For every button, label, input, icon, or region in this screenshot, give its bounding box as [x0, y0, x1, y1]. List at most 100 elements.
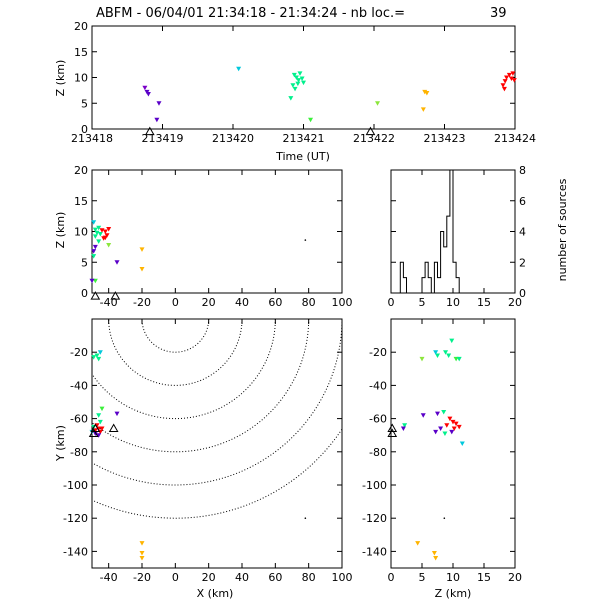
x-tick-label: -40 — [100, 571, 118, 584]
source-point — [441, 409, 447, 415]
x-tick-label: 0 — [172, 296, 179, 309]
source-point — [500, 83, 506, 88]
panel-x-y: -40 -20 0 20 40 60 80 100 -140 -120 -100 -80 -60 -40 -… — [54, 318, 353, 600]
x-axis-label: Time (UT) — [275, 150, 330, 163]
y-tick-label: 0 — [81, 287, 88, 300]
source-point — [106, 243, 112, 248]
x-tick-label: 15 — [477, 296, 491, 309]
station-marker — [90, 423, 101, 433]
source-point — [506, 72, 512, 78]
station-marker — [108, 423, 119, 433]
source-point — [96, 356, 102, 362]
range-circle — [92, 319, 276, 420]
x-tick-label: 5 — [419, 571, 426, 584]
y-tick-label: -20 — [369, 346, 387, 359]
x-tick-label: 213422 — [353, 132, 395, 145]
x-tick-label: 15 — [477, 571, 491, 584]
source-point — [96, 225, 102, 231]
y-tick-label: -80 — [70, 446, 88, 459]
x-tick-label: 0 — [172, 571, 179, 584]
source-point — [504, 75, 510, 80]
y-tick-label: 0 — [81, 123, 88, 136]
plot-frame — [390, 318, 516, 569]
source-point — [96, 413, 102, 418]
source-point — [419, 356, 425, 362]
x-tick-label: 60 — [268, 571, 282, 584]
x-tick-label: -40 — [100, 296, 118, 309]
source-count: 39 — [490, 6, 507, 21]
source-point — [94, 353, 100, 359]
source-point — [94, 230, 100, 236]
source-point — [156, 101, 162, 106]
source-point — [99, 406, 105, 412]
source-point — [154, 117, 160, 123]
x-tick-label: 80 — [302, 571, 316, 584]
station-marker — [110, 291, 121, 300]
y-tick-label: 6 — [519, 195, 526, 208]
source-point — [139, 267, 145, 272]
source-point — [400, 426, 406, 432]
source-point — [442, 431, 448, 437]
station-marker — [387, 428, 398, 438]
y-axis-label: Z (km) — [54, 60, 67, 97]
station-marker — [387, 423, 398, 433]
source-point — [450, 419, 456, 425]
source-point — [451, 426, 457, 432]
x-tick-label: 20 — [202, 571, 216, 584]
x-tick-label: 213423 — [424, 132, 466, 145]
source-point — [297, 71, 303, 76]
figure-title: ABFM - 06/04/01 21:34:18 - 21:34:24 - nb… — [96, 6, 405, 21]
y-tick-label: 15 — [74, 195, 88, 208]
source-point — [92, 431, 98, 437]
station-marker — [90, 291, 101, 300]
source-point — [292, 86, 298, 92]
source-point — [102, 235, 108, 241]
y-axis-label: Y (km) — [54, 425, 67, 462]
source-point — [139, 247, 145, 252]
x-tick-label: 100 — [332, 571, 353, 584]
source-point — [92, 227, 98, 233]
x-tick-label: 213420 — [212, 132, 254, 145]
y-tick-label: 10 — [74, 72, 88, 85]
source-point — [96, 433, 102, 438]
source-point — [295, 81, 301, 87]
source-point — [443, 517, 446, 519]
y-tick-label: -40 — [70, 379, 88, 392]
source-point — [99, 426, 105, 432]
y-tick-label: -80 — [369, 446, 387, 459]
source-point — [89, 278, 95, 284]
source-point — [145, 91, 151, 97]
source-point — [453, 421, 459, 427]
x-tick-label: 5 — [419, 296, 426, 309]
x-tick-label: -20 — [133, 571, 151, 584]
source-point — [433, 556, 439, 561]
x-tick-label: 20 — [202, 296, 216, 309]
source-point — [97, 419, 103, 425]
source-point — [290, 83, 296, 88]
y-tick-label: 10 — [74, 226, 88, 239]
y-tick-label: 20 — [74, 20, 88, 33]
source-point — [438, 426, 444, 432]
x-tick-label: 0 — [388, 571, 395, 584]
y-tick-label: -20 — [70, 346, 88, 359]
source-point — [304, 517, 307, 519]
source-point — [139, 551, 145, 556]
histogram-line — [391, 169, 515, 294]
x-tick-label: 213421 — [283, 132, 325, 145]
source-point — [236, 66, 242, 72]
source-point — [91, 220, 97, 225]
station-marker — [365, 126, 376, 136]
source-point — [299, 76, 305, 82]
x-tick-label: 100 — [332, 296, 353, 309]
y-axis-label: Z (km) — [54, 212, 67, 249]
source-point — [139, 556, 145, 561]
source-point — [508, 76, 514, 82]
x-tick-label: -20 — [133, 296, 151, 309]
source-point — [102, 229, 108, 234]
x-tick-label: 213418 — [71, 132, 113, 145]
source-point — [99, 228, 105, 233]
station-marker — [144, 126, 155, 136]
source-point — [114, 260, 120, 265]
source-point — [96, 239, 102, 244]
